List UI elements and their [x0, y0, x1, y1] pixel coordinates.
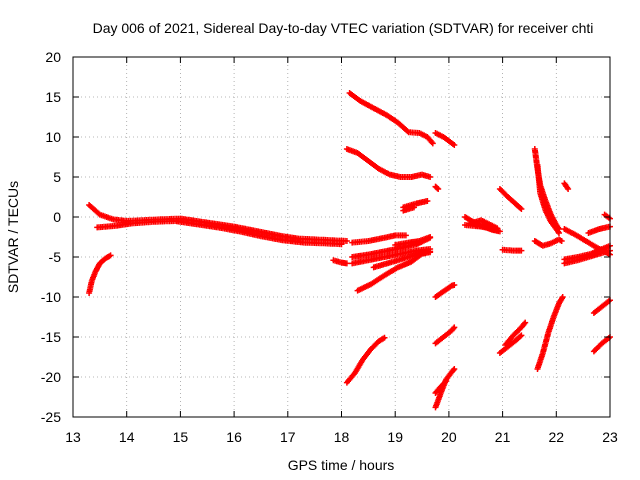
y-tick-label: 5	[53, 169, 61, 185]
grid-lines	[73, 57, 610, 417]
data-point-marker	[443, 378, 450, 384]
series-a18_low1	[349, 232, 409, 246]
x-tick-label: 21	[495, 429, 511, 445]
series-a18_top	[346, 90, 436, 147]
chart-title: Day 006 of 2021, Sidereal Day-to-day VTE…	[93, 20, 594, 36]
x-tick-label: 16	[226, 429, 242, 445]
data-point-marker	[559, 294, 566, 300]
data-point-marker	[442, 379, 449, 386]
data-point-marker	[107, 252, 114, 259]
y-tick-label: -5	[49, 249, 62, 265]
data-point-marker	[424, 198, 431, 204]
data-point-marker	[427, 174, 434, 180]
data-point-marker	[521, 320, 528, 327]
y-axis-title: SDTVAR / TECUs	[5, 181, 21, 293]
y-tick-label: -10	[41, 289, 61, 305]
y-tick-label: -20	[41, 369, 61, 385]
y-tick-labels: -25 -20 -15 -10 -5 0 5 10 15 20	[41, 49, 61, 425]
data-point-marker	[518, 332, 525, 339]
y-tick-label: -25	[41, 409, 61, 425]
data-point-marker	[411, 204, 417, 211]
data-point-marker	[518, 206, 525, 212]
x-tick-label: 18	[334, 429, 350, 445]
data-point-marker	[565, 186, 572, 192]
data-point-marker	[451, 142, 458, 148]
x-tick-label: 19	[387, 429, 403, 445]
data-point-marker	[450, 367, 457, 374]
data-point-marker	[381, 334, 388, 341]
series-a20_deep2	[432, 378, 450, 396]
series-a22_right_up	[585, 223, 613, 236]
series-a21_m4	[499, 246, 525, 254]
series-early_rise	[86, 252, 114, 296]
data-point-marker	[343, 238, 350, 244]
series-a20_m15	[432, 324, 458, 347]
data-point-marker	[451, 282, 458, 288]
data-point-marker	[451, 366, 458, 372]
data-point-marker	[338, 241, 345, 248]
x-tick-label: 17	[280, 429, 296, 445]
series-a20_top	[432, 130, 458, 148]
axis-ticks	[72, 56, 611, 418]
y-tick-label: 20	[45, 49, 61, 65]
data-point-marker	[451, 324, 458, 331]
x-tick-label: 20	[441, 429, 457, 445]
series-a20_m10	[432, 282, 458, 300]
series-a18_low6	[392, 234, 434, 248]
data-point-marker	[435, 186, 442, 192]
data-point-marker	[427, 249, 434, 256]
data-point-marker	[517, 205, 524, 211]
series-a18_deep	[343, 334, 388, 386]
y-tick-label: 0	[53, 209, 61, 225]
x-tick-label: 15	[173, 429, 189, 445]
y-tick-label: 15	[45, 89, 61, 105]
data-point-marker	[429, 140, 436, 147]
data-point-marker	[404, 128, 411, 135]
data-point-marker	[343, 260, 350, 267]
series-a20_deep1	[432, 366, 458, 411]
series-a18_mid	[343, 146, 434, 180]
data-point-marker	[558, 238, 565, 244]
data-point-marker	[450, 325, 457, 332]
series-pre18_dip	[330, 257, 350, 267]
series-a20_cluster	[462, 214, 503, 235]
series-a21_m16b	[502, 319, 529, 348]
x-tick-label: 22	[549, 429, 565, 445]
series-a22_pos4	[561, 180, 572, 192]
series-a22_deep	[534, 294, 566, 372]
data-point-marker	[518, 247, 525, 254]
series-a22_hump2	[534, 162, 562, 236]
series-a22_bunch2	[561, 247, 613, 267]
data-marks	[86, 90, 613, 411]
data-point-marker	[427, 234, 434, 240]
y-tick-label: 10	[45, 129, 61, 145]
series-a22_low	[531, 236, 565, 249]
series-a18_low5	[354, 249, 434, 294]
data-point-marker	[517, 333, 524, 340]
series-a22_m11	[590, 297, 613, 316]
x-axis-title: GPS time / hours	[288, 457, 395, 473]
x-tick-label: 23	[602, 429, 618, 445]
data-point-marker	[522, 319, 529, 326]
x-tick-labels: 13 14 15 16 17 18 19 20 21 22 23	[65, 429, 618, 445]
series-band_main_lower	[94, 218, 345, 248]
series-a20_small_pos	[432, 183, 442, 192]
y-tick-label: -15	[41, 329, 61, 345]
data-point-marker	[462, 222, 468, 228]
series-a22_m16	[590, 334, 613, 355]
data-point-marker	[402, 232, 409, 239]
x-tick-label: 14	[119, 429, 135, 445]
series-a18_pos2b	[400, 204, 417, 214]
series-a21_pos	[496, 186, 525, 212]
data-point-marker	[556, 230, 562, 236]
data-point-marker	[434, 185, 441, 192]
x-tick-label: 13	[65, 429, 81, 445]
